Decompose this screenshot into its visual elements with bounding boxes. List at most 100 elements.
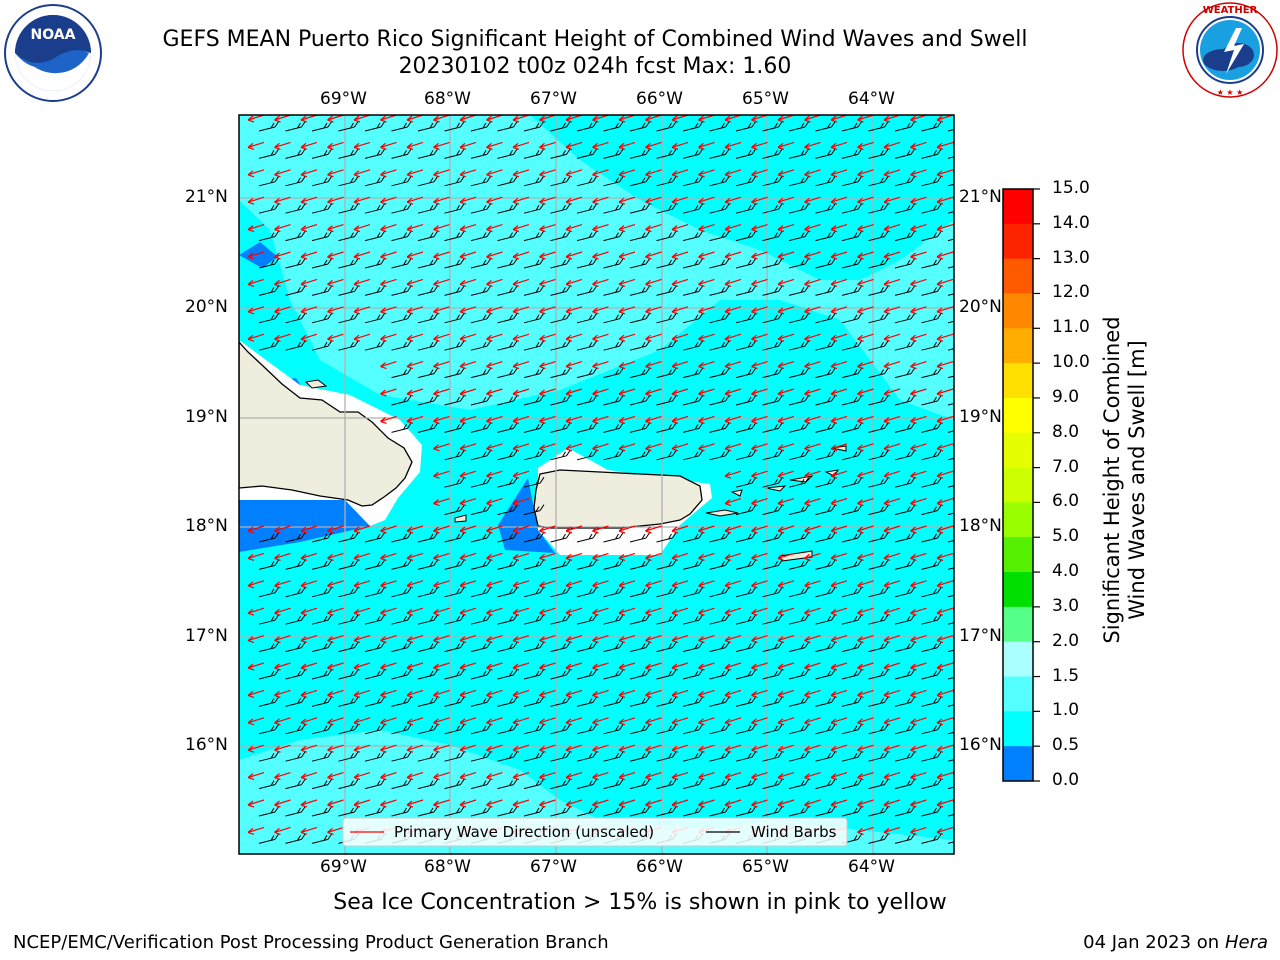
wave-direction-arrow xyxy=(565,141,583,150)
wave-direction-arrow xyxy=(910,498,927,507)
footer-producer: NCEP/EMC/Verification Post Processing Pr… xyxy=(13,932,609,953)
wave-direction-arrow xyxy=(247,141,265,150)
wave-direction-arrow xyxy=(724,772,742,781)
sea-ice-note: Sea Ice Concentration > 15% is shown in … xyxy=(333,890,947,915)
wind-barb xyxy=(656,641,677,653)
wave-direction-arrow xyxy=(274,799,291,808)
wave-direction-arrow xyxy=(406,772,424,781)
wind-barb xyxy=(921,202,942,214)
wave-direction-arrow xyxy=(724,388,742,397)
wave-direction-arrow xyxy=(486,333,503,342)
wave-direction-arrow xyxy=(406,169,424,178)
wave-direction-arrow xyxy=(671,607,689,616)
wind-barb xyxy=(735,559,757,570)
wind-barb xyxy=(444,723,465,735)
wind-barb xyxy=(735,175,757,187)
wind-barb xyxy=(947,813,954,817)
wave-direction-arrow xyxy=(883,306,901,315)
wind-barb xyxy=(788,696,810,707)
wind-barb xyxy=(947,183,954,187)
wave-direction-arrow xyxy=(459,498,477,507)
wind-barb xyxy=(258,339,280,351)
wave-direction-arrow xyxy=(486,388,503,397)
wave-direction-arrow xyxy=(857,361,874,370)
wind-barb xyxy=(894,750,916,762)
wave-direction-arrow xyxy=(645,744,662,753)
wind-barb xyxy=(921,120,942,132)
wind-barb xyxy=(444,805,465,817)
wind-barb xyxy=(523,230,545,242)
colorbar-tick-label: 12.0 xyxy=(1052,282,1090,303)
wind-barb xyxy=(682,723,704,735)
wave-direction-arrow xyxy=(300,552,318,561)
nws-seal-icon: WEATHER ★ ★ ★ xyxy=(1182,2,1278,98)
wind-barb xyxy=(417,613,439,625)
wave-direction-arrow xyxy=(300,306,318,315)
wind-barb xyxy=(576,559,598,570)
wave-direction-arrow xyxy=(777,662,795,671)
wind-barb xyxy=(841,723,863,735)
wind-barb xyxy=(815,696,836,707)
wave-direction-arrow xyxy=(698,169,715,178)
wave-direction-arrow xyxy=(459,772,477,781)
wave-direction-arrow xyxy=(645,552,662,561)
colorbar-label-line1: Significant Height of Combined xyxy=(1100,316,1124,644)
wind-barb xyxy=(788,641,810,653)
wave-direction-arrow xyxy=(539,772,556,781)
wave-direction-arrow xyxy=(539,115,556,123)
wave-direction-arrow xyxy=(300,744,318,753)
wave-direction-arrow xyxy=(883,115,901,123)
wind-barb xyxy=(656,148,677,159)
wave-direction-arrow xyxy=(857,689,874,698)
wind-barb xyxy=(841,312,863,324)
wind-barb xyxy=(656,422,677,433)
wind-barb xyxy=(364,339,386,351)
wind-barb xyxy=(417,202,439,214)
wave-direction-arrow xyxy=(539,744,556,753)
wind-barb xyxy=(444,394,465,406)
wave-direction-arrow xyxy=(539,689,556,698)
wind-barb xyxy=(629,531,651,543)
wind-barb xyxy=(258,531,280,543)
wind-barb xyxy=(682,202,704,214)
wave-direction-arrow xyxy=(804,278,821,287)
wave-direction-arrow xyxy=(459,744,477,753)
colorbar-tick-label: 0.5 xyxy=(1052,735,1080,756)
wave-direction-arrow xyxy=(830,552,848,561)
wind-barb xyxy=(603,641,624,653)
wind-barb xyxy=(311,641,333,653)
wave-direction-arrow xyxy=(512,388,530,397)
wave-direction-arrow xyxy=(910,607,927,616)
wind-barb xyxy=(788,476,810,488)
wave-direction-arrow xyxy=(751,744,768,753)
wind-barb xyxy=(285,833,306,844)
island-culebra xyxy=(730,489,743,497)
wind-barb xyxy=(947,676,954,680)
wave-direction-arrow xyxy=(777,278,795,287)
wind-barb xyxy=(523,696,545,707)
wave-direction-arrow xyxy=(274,552,291,561)
wave-direction-arrow xyxy=(406,251,424,260)
wave-direction-arrow xyxy=(406,689,424,698)
wind-barb xyxy=(815,504,836,516)
wind-barb xyxy=(682,422,704,433)
lat-label-left: 21°N xyxy=(185,187,228,207)
wind-barb xyxy=(444,613,465,625)
wind-barb xyxy=(470,120,492,132)
wind-barb xyxy=(947,759,954,762)
wave-direction-arrow xyxy=(433,525,450,534)
wave-direction-arrow xyxy=(486,251,503,260)
wave-direction-arrow xyxy=(433,278,450,287)
wind-barb xyxy=(735,394,757,406)
wind-barb xyxy=(894,257,916,269)
wind-barb xyxy=(947,567,954,570)
wind-barb xyxy=(762,285,783,296)
wind-barb xyxy=(497,120,518,132)
wave-direction-arrow xyxy=(486,224,503,233)
wave-direction-arrow xyxy=(327,607,344,616)
wind-barb xyxy=(656,230,677,242)
wave-direction-arrow xyxy=(724,196,742,205)
wind-barb xyxy=(258,641,280,653)
wind-barb xyxy=(523,476,545,488)
wave-direction-arrow xyxy=(380,115,397,123)
